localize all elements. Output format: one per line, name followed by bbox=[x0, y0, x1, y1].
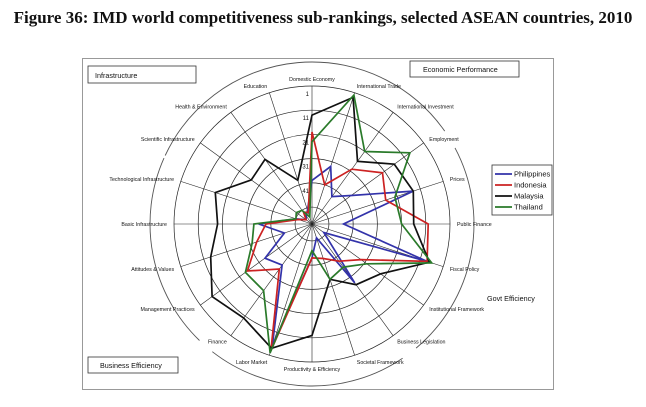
grid-spoke bbox=[230, 223, 313, 336]
group-label-business-efficiency: Business Efficiency bbox=[100, 361, 162, 370]
grid-spoke bbox=[180, 223, 313, 267]
spoke-label: Education bbox=[244, 84, 268, 90]
legend-label-thailand: Thailand bbox=[514, 203, 543, 212]
spoke-label: Labor Market bbox=[236, 360, 268, 366]
group-box-infrastructure bbox=[87, 65, 197, 84]
ring-tick-label: 11 bbox=[303, 116, 310, 122]
grid-spoke bbox=[269, 223, 313, 356]
spoke-label: Prices bbox=[450, 177, 465, 183]
spoke-label: Employment bbox=[429, 137, 459, 143]
series-line-thailand bbox=[244, 93, 434, 354]
grid-spoke bbox=[311, 181, 444, 225]
grid-spoke bbox=[311, 142, 424, 225]
group-arc bbox=[149, 157, 200, 341]
legend-label-malaysia: Malaysia bbox=[514, 192, 544, 201]
spoke-label: Finance bbox=[208, 339, 227, 345]
series-lines bbox=[209, 93, 434, 354]
grid-spoke bbox=[230, 112, 313, 225]
grid-spoke bbox=[311, 112, 394, 225]
group-label-economic-performance: Economic Performance bbox=[423, 65, 498, 74]
series-line-malaysia bbox=[209, 96, 431, 350]
group-label-govt-efficiency: Govt Efficiency bbox=[487, 294, 535, 303]
group-arc bbox=[212, 351, 403, 387]
grid-spoke bbox=[200, 223, 313, 306]
legend-label-indonesia: Indonesia bbox=[514, 181, 547, 190]
group-box-business-efficiency bbox=[87, 356, 179, 374]
spoke-labels: Domestic Economy International Trade Inter… bbox=[109, 77, 491, 373]
spoke-label: Domestic Economy bbox=[289, 77, 335, 83]
spoke-label: International Trade bbox=[357, 84, 401, 90]
spoke-label: Institutional Framework bbox=[429, 307, 484, 313]
figure-title: Figure 36: IMD world competitiveness sub… bbox=[13, 8, 633, 27]
spoke-label: Productivity & Efficiency bbox=[284, 367, 341, 373]
spoke-label: Health & Environment bbox=[175, 105, 227, 111]
spoke-label: Societal Framework bbox=[357, 360, 404, 366]
group-arc bbox=[415, 147, 475, 349]
ring-tick-label: 41 bbox=[302, 189, 309, 195]
group-box-economic-performance bbox=[409, 60, 520, 78]
grid-spoke bbox=[180, 181, 313, 225]
spoke-label: Public Finance bbox=[457, 222, 492, 228]
grid-spoke bbox=[311, 92, 355, 225]
group-label-infrastructure: Infrastructure bbox=[95, 71, 137, 80]
grid-spoke bbox=[311, 223, 355, 356]
series-line-indonesia bbox=[246, 131, 430, 351]
legend-label-philippines: Philippines bbox=[514, 170, 551, 179]
group-arcs bbox=[149, 61, 475, 387]
ring-tick-label: 1 bbox=[306, 92, 310, 98]
spoke-label: Technological Infrastructure bbox=[109, 177, 174, 183]
spoke-label: Basic Infrastructure bbox=[121, 222, 167, 228]
spoke-label: Business Legislation bbox=[397, 339, 445, 345]
grid-spoke bbox=[269, 92, 313, 225]
chart-grid bbox=[173, 85, 451, 363]
group-arc bbox=[164, 61, 446, 156]
spoke-label: International Investment bbox=[397, 105, 454, 111]
legend: Philippines Indonesia Malaysia Thailand bbox=[491, 164, 553, 216]
ring-tick-label: 31 bbox=[302, 165, 309, 171]
spoke-label: Scientific Infrastructure bbox=[141, 137, 195, 143]
spoke-label: Fiscal Policy bbox=[450, 267, 480, 273]
spoke-label: Management Practices bbox=[141, 307, 196, 313]
spoke-label: Attitudes & Values bbox=[131, 267, 174, 273]
grid-spoke bbox=[200, 142, 313, 225]
